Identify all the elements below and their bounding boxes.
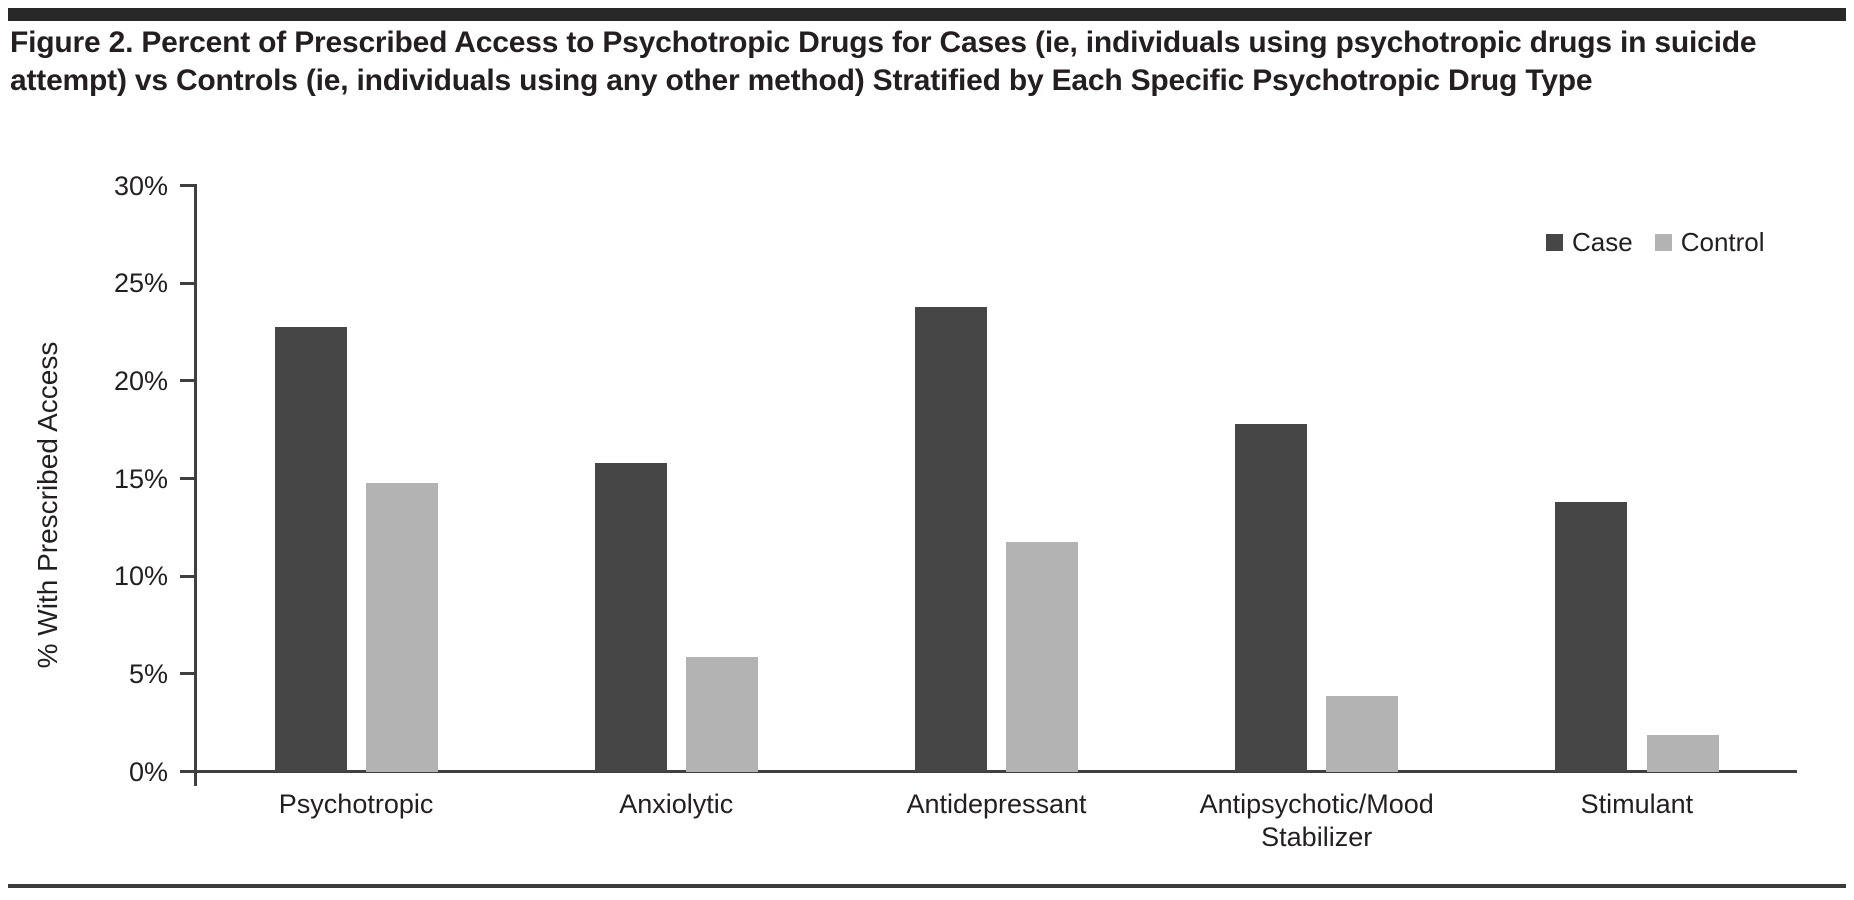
figure-title: Figure 2. Percent of Prescribed Access t… (10, 26, 1757, 97)
x-axis-line (194, 770, 1797, 773)
y-tick-mark (180, 281, 196, 285)
y-tick-mark (180, 574, 196, 578)
bar-control-antidepressant (1006, 542, 1079, 772)
y-tick-mark (180, 770, 196, 773)
y-tick-label-15: 15% (113, 463, 168, 494)
bar-case-anxiolytic (594, 463, 667, 772)
bar-case-psychotropic (274, 327, 347, 772)
y-tick-label-20: 20% (113, 365, 168, 396)
bar-case-stimulant (1555, 502, 1628, 772)
y-tick-label-30: 30% (113, 170, 168, 201)
y-tick-mark (180, 672, 196, 676)
y-tick-mark (180, 184, 196, 187)
legend-swatch-icon (1654, 233, 1672, 251)
y-tick-label-0: 0% (128, 756, 168, 787)
legend-label: Case (1572, 227, 1633, 257)
top-rule (8, 8, 1846, 21)
y-tick-mark (180, 379, 196, 383)
x-category-label: Anxiolytic (619, 789, 734, 819)
x-category-label: Stimulant (1580, 789, 1694, 819)
bar-case-antipsychotic-mood-stabilizer (1235, 424, 1308, 772)
bar-case-antidepressant (914, 307, 987, 772)
y-tick-label-10: 10% (113, 561, 168, 592)
x-category-label: Psychotropic (278, 789, 434, 819)
legend-item-control: Control (1654, 227, 1765, 257)
bottom-rule (8, 884, 1846, 888)
bar-control-stimulant (1646, 735, 1719, 772)
legend-item-case: Case (1546, 229, 1633, 255)
y-tick-label-25: 25% (113, 268, 168, 299)
y-tick-mark (180, 477, 196, 480)
bar-control-psychotropic (365, 483, 438, 772)
bar-control-anxiolytic (685, 657, 758, 772)
y-axis-line (194, 184, 197, 786)
bar-control-antipsychotic-mood-stabilizer (1326, 696, 1399, 772)
legend-swatch-icon (1546, 233, 1563, 251)
x-category-label: Antipsychotic/Mood Stabilizer (1199, 789, 1434, 852)
legend: Case Control (1546, 229, 1765, 255)
x-category-label: Antidepressant (906, 789, 1087, 819)
y-tick-label-5: 5% (128, 658, 168, 689)
legend-label: Control (1680, 227, 1765, 257)
